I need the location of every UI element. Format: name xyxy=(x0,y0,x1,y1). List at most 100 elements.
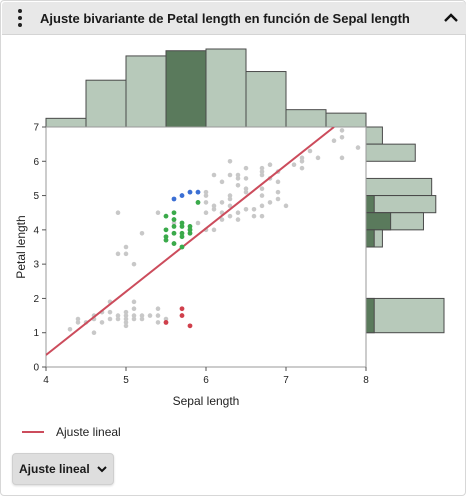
y-tick-label: 4 xyxy=(33,225,39,236)
x-tick-label: 4 xyxy=(43,375,49,386)
right-histogram-highlight xyxy=(365,297,375,334)
right-histogram-highlight xyxy=(365,212,392,231)
scatter-point xyxy=(171,220,177,226)
scatter-point xyxy=(115,251,121,257)
scatter-point xyxy=(123,320,129,325)
scatter-point xyxy=(139,230,145,236)
bivariate-plot[interactable]: 4 5 6 7 8 0 1 2 3 4 5 6 7 Sepal length Petal length xyxy=(0,34,468,414)
selected-point-green xyxy=(179,230,185,236)
selected-point-green xyxy=(171,224,177,229)
panel-header: Ajuste bivariante de Petal length en fun… xyxy=(2,2,466,35)
scatter-point xyxy=(123,309,129,315)
scatter-point xyxy=(123,313,129,318)
scatter-point xyxy=(219,179,225,185)
scatter-point xyxy=(267,162,273,168)
selected-point-red xyxy=(187,323,193,329)
x-tick-label: 5 xyxy=(123,375,129,386)
scatter-point xyxy=(259,172,265,178)
scatter-point xyxy=(219,217,225,222)
fit-menu-label: Ajuste lineal xyxy=(19,462,90,476)
scatter-point xyxy=(299,158,305,164)
selected-point-green xyxy=(179,234,185,240)
scatter-point xyxy=(139,316,145,322)
scatter-point xyxy=(147,313,153,318)
right-histogram-highlight xyxy=(365,195,375,214)
y-tick-label: 2 xyxy=(33,294,39,305)
top-histogram-bar xyxy=(245,71,287,128)
selected-point-green xyxy=(179,224,185,229)
panel-title: Ajuste bivariante de Petal length en fun… xyxy=(40,11,410,26)
fit-menu-button[interactable]: Ajuste lineal xyxy=(12,453,114,485)
vertical-ellipsis-icon[interactable] xyxy=(10,8,30,28)
scatter-point xyxy=(235,217,241,222)
scatter-point xyxy=(235,210,241,216)
scatter-point xyxy=(211,172,217,178)
scatter-point xyxy=(227,172,233,178)
y-tick-label: 6 xyxy=(33,157,39,168)
scatter-point xyxy=(307,148,313,154)
selected-point-green xyxy=(179,220,185,226)
scatter-point xyxy=(259,186,265,192)
y-tick-label: 1 xyxy=(33,328,39,339)
y-axis-title: Petal length xyxy=(14,215,28,278)
scatter-point xyxy=(299,165,305,171)
scatter-point xyxy=(275,196,281,202)
top-histogram-bar xyxy=(165,50,207,128)
right-histogram-bar xyxy=(365,195,437,214)
selected-point-blue xyxy=(195,189,201,195)
selected-point-red xyxy=(179,306,185,312)
scatter-point xyxy=(339,128,345,133)
x-tick-label: 8 xyxy=(363,375,369,386)
scatter-point xyxy=(219,200,225,205)
x-tick-label: 6 xyxy=(203,375,209,386)
scatter-point xyxy=(235,182,241,188)
scatter-point xyxy=(331,138,337,144)
selected-point-green xyxy=(187,230,193,236)
selected-point-green xyxy=(187,224,193,229)
scatter-point xyxy=(299,155,305,161)
scatter-point xyxy=(115,210,121,216)
selected-point-green xyxy=(163,227,169,233)
scatter-point xyxy=(243,189,249,195)
scatter-point xyxy=(291,162,297,168)
scatter-point xyxy=(155,306,161,312)
scatter-point xyxy=(203,200,209,205)
right-histogram-bar xyxy=(365,126,383,145)
scatter-point xyxy=(259,213,265,219)
selected-point-green xyxy=(171,230,177,236)
scatter-point xyxy=(131,316,137,322)
y-tick-label: 7 xyxy=(33,123,39,134)
selected-point-blue xyxy=(179,193,185,198)
scatter-point xyxy=(339,155,345,161)
right-histogram-highlight xyxy=(365,229,375,248)
scatter-point xyxy=(235,172,241,178)
scatter-point xyxy=(139,313,145,318)
scatter-point xyxy=(131,306,137,312)
chevron-up-icon[interactable] xyxy=(442,9,460,27)
y-tick-label: 5 xyxy=(33,191,39,202)
selected-point-green xyxy=(163,234,169,240)
scatter-point xyxy=(259,165,265,171)
scatter-point xyxy=(155,320,161,325)
scatter-point xyxy=(99,320,105,325)
y-tick-label: 0 xyxy=(33,363,39,374)
scatter-point xyxy=(267,200,273,205)
scatter-point xyxy=(67,326,73,332)
selected-point-blue xyxy=(171,196,177,202)
selected-point-green xyxy=(187,227,193,233)
scatter-point xyxy=(259,193,265,198)
selected-point-green xyxy=(163,213,169,219)
fit-line xyxy=(46,127,335,356)
legend-line-swatch xyxy=(22,431,44,433)
top-histogram-bar xyxy=(205,48,247,128)
scatter-point xyxy=(123,244,129,250)
scatter-point xyxy=(243,186,249,192)
scatter-point xyxy=(259,169,265,174)
scatter-point xyxy=(203,210,209,216)
scatter-point xyxy=(235,176,241,181)
selected-point-green xyxy=(171,217,177,222)
scatter-point xyxy=(123,323,129,329)
scatter-point xyxy=(251,206,257,212)
top-histogram-bar xyxy=(125,55,167,128)
scatter-point xyxy=(155,313,161,318)
